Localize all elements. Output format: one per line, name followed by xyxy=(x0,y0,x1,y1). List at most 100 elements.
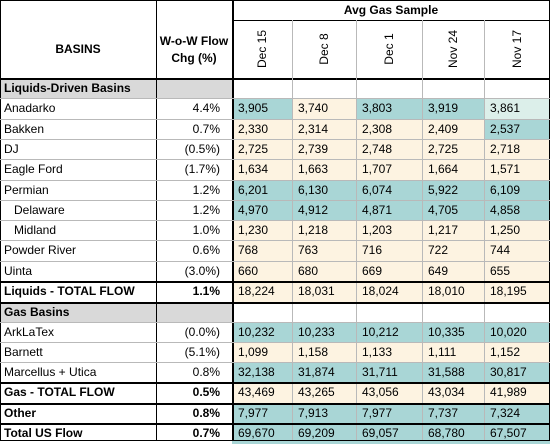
value-cell: 3,803 xyxy=(356,98,422,119)
row-change: 0.8% xyxy=(192,406,220,421)
row-change: 1.0% xyxy=(192,223,220,238)
value-cell: 6,130 xyxy=(292,180,356,201)
section-gas-band xyxy=(0,302,232,323)
value-cell: 69,209 xyxy=(292,423,356,444)
value-cell: 43,265 xyxy=(292,382,356,403)
wow-header-line1: W-o-W Flow xyxy=(159,33,229,48)
title-underline xyxy=(232,20,550,21)
value-cell: 1,230 xyxy=(232,220,292,241)
row-border-strong xyxy=(0,423,550,425)
col-sep-date xyxy=(356,20,357,440)
value-cell: 6,201 xyxy=(232,180,292,201)
value-cell: 655 xyxy=(484,261,550,282)
row-border-strong xyxy=(0,302,550,304)
value-cell: 4,970 xyxy=(232,200,292,221)
row-change: 4.4% xyxy=(192,101,220,116)
value-cell: 18,024 xyxy=(356,281,422,302)
date-header: Dec 8 xyxy=(317,33,331,65)
value-cell: 680 xyxy=(292,261,356,282)
value-cell: 763 xyxy=(292,240,356,261)
row-change: (5.1%) xyxy=(184,345,220,360)
value-cell: 1,634 xyxy=(232,159,292,180)
row-change: 0.5% xyxy=(192,385,220,400)
value-cell: 30,817 xyxy=(484,362,550,383)
value-cell: 41,989 xyxy=(484,382,550,403)
value-cell: 2,739 xyxy=(292,139,356,160)
value-cell: 1,133 xyxy=(356,342,422,363)
row-label: Marcellus + Utica xyxy=(4,365,97,380)
row-border xyxy=(0,180,550,181)
row-change: 1.1% xyxy=(192,284,220,299)
col-sep-date xyxy=(422,20,423,440)
value-cell: 1,250 xyxy=(484,220,550,241)
value-cell: 10,232 xyxy=(232,322,292,343)
col-sep-date xyxy=(292,20,293,440)
value-cell: 2,537 xyxy=(484,119,550,140)
row-border xyxy=(0,261,550,262)
section-liquids: Liquids-Driven Basins xyxy=(4,81,131,96)
value-cell: 3,740 xyxy=(292,98,356,119)
row-label: Bakken xyxy=(4,122,45,137)
row-label: Anadarko xyxy=(4,101,56,116)
date-header: Dec 1 xyxy=(382,33,396,65)
wow-header: W-o-W Flow Chg (%) xyxy=(156,20,232,78)
wow-header-line2: Chg (%) xyxy=(171,50,217,65)
value-cell: 4,912 xyxy=(292,200,356,221)
value-cell: 669 xyxy=(356,261,422,282)
value-cell: 10,233 xyxy=(292,322,356,343)
row-label: Eagle Ford xyxy=(4,162,63,177)
row-border-strong xyxy=(0,281,550,283)
row-change: (3.0%) xyxy=(184,264,220,279)
value-cell: 1,707 xyxy=(356,159,422,180)
value-cell: 4,858 xyxy=(484,200,550,221)
table-title: Avg Gas Sample xyxy=(343,3,439,17)
value-cell: 2,725 xyxy=(422,139,484,160)
date-header: Nov 24 xyxy=(446,29,460,69)
value-cell: 67,507 xyxy=(484,423,550,444)
value-cell: 2,718 xyxy=(484,139,550,160)
value-cell: 1,152 xyxy=(484,342,550,363)
row-change: (1.7%) xyxy=(184,162,220,177)
value-cell: 10,212 xyxy=(356,322,422,343)
section-liquids-band xyxy=(0,78,232,99)
value-cell: 1,158 xyxy=(292,342,356,363)
value-cell: 18,031 xyxy=(292,281,356,302)
date-header: Dec 15 xyxy=(255,29,269,69)
value-cell: 2,330 xyxy=(232,119,292,140)
row-label: Midland xyxy=(14,223,57,238)
row-change: 0.7% xyxy=(192,426,220,441)
row-change: 1.2% xyxy=(192,183,220,198)
value-cell: 2,409 xyxy=(422,119,484,140)
row-border xyxy=(0,322,550,323)
value-cell: 69,057 xyxy=(356,423,422,444)
value-cell: 7,913 xyxy=(292,403,356,424)
value-cell: 716 xyxy=(356,240,422,261)
row-label: Uinta xyxy=(4,264,33,279)
value-cell: 31,588 xyxy=(422,362,484,383)
row-border xyxy=(0,342,550,343)
col-sep-date xyxy=(484,20,485,440)
row-border xyxy=(0,119,550,120)
value-cell: 2,308 xyxy=(356,119,422,140)
value-cell: 768 xyxy=(232,240,292,261)
row-label: Liquids - TOTAL FLOW xyxy=(4,284,135,299)
value-cell: 7,324 xyxy=(484,403,550,424)
row-label: Other xyxy=(4,406,37,421)
value-cell: 5,922 xyxy=(422,180,484,201)
value-cell: 3,905 xyxy=(232,98,292,119)
value-cell: 32,138 xyxy=(232,362,292,383)
value-cell: 1,663 xyxy=(292,159,356,180)
value-cell: 1,099 xyxy=(232,342,292,363)
value-cell: 1,111 xyxy=(422,342,484,363)
value-cell: 4,871 xyxy=(356,200,422,221)
row-label: DJ xyxy=(4,142,19,157)
value-cell: 1,218 xyxy=(292,220,356,241)
value-cell: 69,670 xyxy=(232,423,292,444)
value-cell: 43,034 xyxy=(422,382,484,403)
row-change: 0.7% xyxy=(192,122,220,137)
row-label: Permian xyxy=(4,183,49,198)
section-gas: Gas Basins xyxy=(4,305,70,320)
basins-header: BASINS xyxy=(55,42,101,56)
header-underline xyxy=(0,78,550,80)
